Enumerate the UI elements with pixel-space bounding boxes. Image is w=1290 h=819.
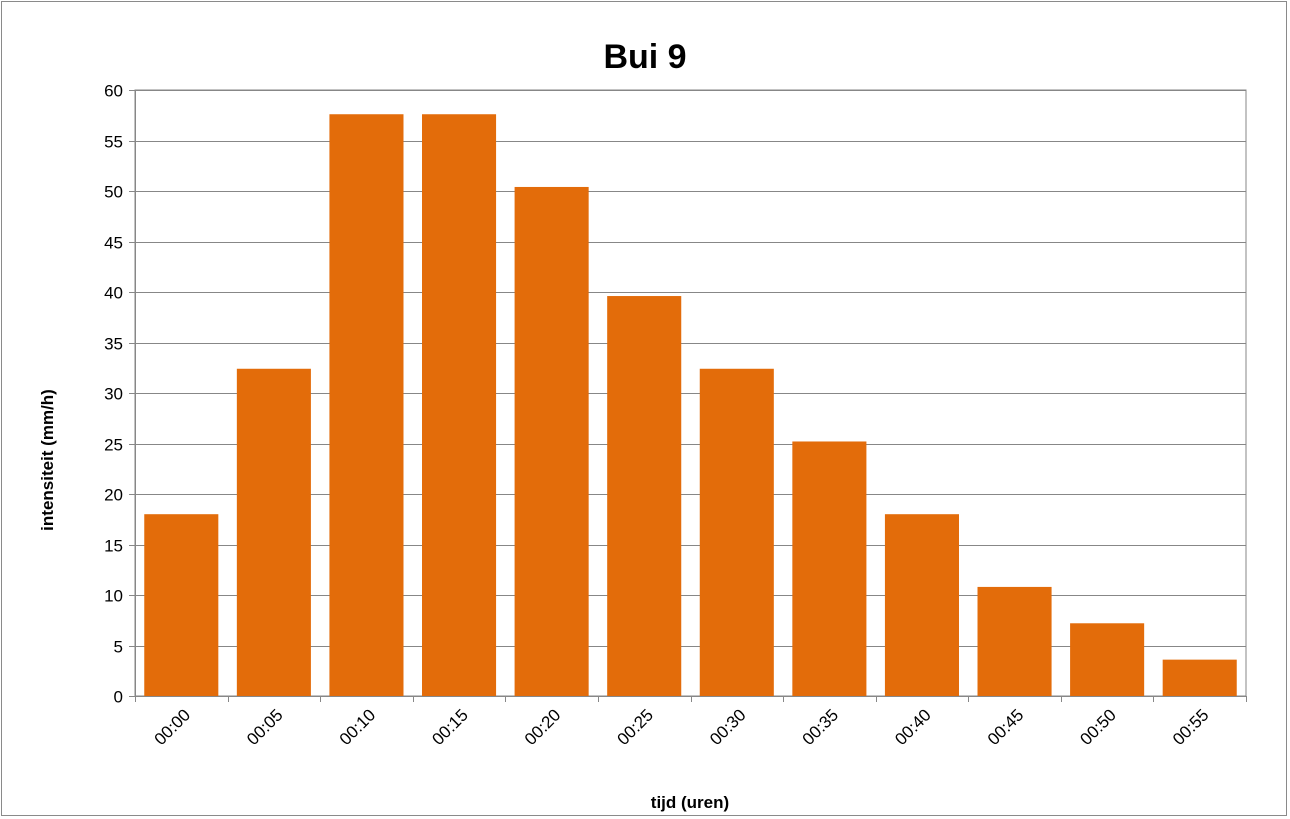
bar-00:05 xyxy=(236,368,311,696)
bar-00:00 xyxy=(144,514,219,696)
chart-title: Bui 9 xyxy=(603,38,686,76)
bar-00:55 xyxy=(1162,659,1237,696)
y-tick-label: 0 xyxy=(114,688,123,707)
x-tick-label: 00:05 xyxy=(243,705,287,749)
x-tick-label: 00:55 xyxy=(1169,705,1213,749)
bar-00:20 xyxy=(514,186,589,696)
y-tick-label: 10 xyxy=(104,587,123,606)
y-tick-label: 50 xyxy=(104,183,123,202)
bar-00:45 xyxy=(977,586,1052,696)
x-tick-label: 00:15 xyxy=(428,705,472,749)
x-tick-label: 00:45 xyxy=(984,705,1028,749)
x-tick-label: 00:10 xyxy=(336,705,380,749)
x-tick-label: 00:30 xyxy=(706,705,750,749)
x-tick-label: 00:50 xyxy=(1076,705,1120,749)
bar-00:40 xyxy=(884,514,959,696)
bar-00:15 xyxy=(422,114,497,697)
x-tick-labels: 00:00 00:05 00:10 00:15 00:20 00:25 00:30 00:35… xyxy=(151,705,1213,749)
y-tick-label: 40 xyxy=(104,284,123,303)
x-axis-label: tijd (uren) xyxy=(651,793,729,812)
x-tick-label: 00:25 xyxy=(614,705,658,749)
axes xyxy=(129,90,1247,702)
bars xyxy=(144,114,1237,697)
y-tick-label: 45 xyxy=(104,234,123,253)
y-tick-label: 20 xyxy=(104,486,123,505)
y-axis-label: intensiteit (mm/h) xyxy=(38,389,57,531)
x-tick-label: 00:00 xyxy=(151,705,195,749)
y-tick-label: 35 xyxy=(104,335,123,354)
x-tick-label: 00:40 xyxy=(891,705,935,749)
x-tick-label: 00:35 xyxy=(799,705,843,749)
bar-00:30 xyxy=(699,368,774,696)
bar-00:25 xyxy=(607,296,682,696)
y-tick-label: 25 xyxy=(104,436,123,455)
x-tick-label: 00:20 xyxy=(521,705,565,749)
y-tick-label: 55 xyxy=(104,133,123,152)
y-tick-label: 5 xyxy=(114,638,123,657)
bar-00:35 xyxy=(792,441,867,696)
bar-00:10 xyxy=(329,114,404,697)
y-tick-labels: 0 5 10 15 20 25 30 35 40 45 50 55 60 xyxy=(104,82,123,707)
bar-00:50 xyxy=(1070,623,1145,696)
y-tick-label: 15 xyxy=(104,537,123,556)
y-tick-label: 60 xyxy=(104,82,123,101)
y-tick-label: 30 xyxy=(104,385,123,404)
